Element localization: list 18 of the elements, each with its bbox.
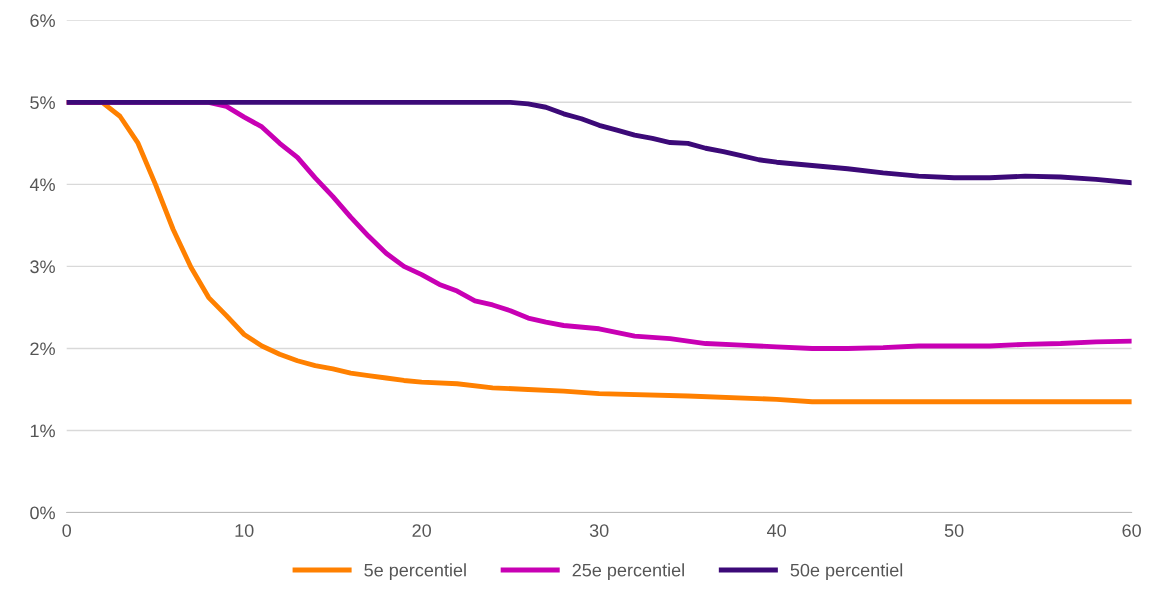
y-tick-label: 4% — [29, 178, 55, 192]
x-tick-label: 40 — [767, 524, 786, 537]
x-tick-label: 50 — [944, 524, 964, 537]
y-tick-label: 3% — [30, 260, 55, 274]
x-tick-label: 0 — [62, 524, 72, 537]
legend-label: 50e percentiel — [790, 563, 903, 581]
x-tick-label: 30 — [589, 524, 609, 537]
y-tick-label: 6% — [30, 14, 55, 27]
line-series — [66, 99, 1132, 186]
y-tick-label: 2% — [30, 342, 55, 356]
y-tick-label: 1% — [30, 424, 55, 438]
legend-label: 25e percentiel — [572, 563, 684, 581]
legend-label: 5e percentiel — [364, 563, 466, 581]
x-tick-label: 10 — [235, 524, 254, 537]
x-tick-label: 60 — [1122, 524, 1141, 537]
y-tick-label: 5% — [30, 96, 55, 110]
y-tick-label: 0% — [30, 506, 55, 520]
x-tick-label: 20 — [412, 524, 431, 537]
